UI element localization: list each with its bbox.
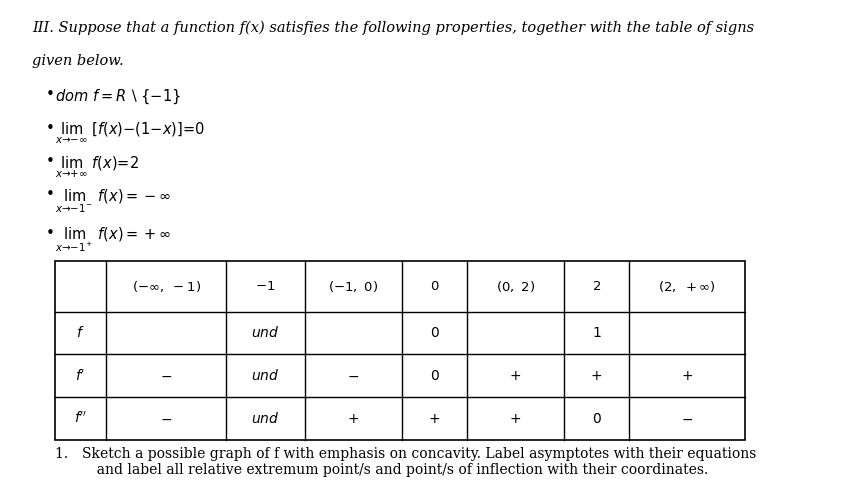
Text: $0$: $0$	[430, 280, 439, 293]
Text: $\lim_{x \to +\infty}\ f(x) = 2$: $\lim_{x \to +\infty}\ f(x) = 2$	[55, 154, 139, 180]
Text: $+$: $+$	[510, 412, 522, 426]
Text: given below.: given below.	[32, 54, 124, 68]
Text: •: •	[46, 87, 55, 102]
Text: $f$: $f$	[76, 325, 85, 340]
Text: $0$: $0$	[429, 326, 439, 340]
Text: •: •	[46, 154, 55, 169]
Text: $und$: $und$	[251, 325, 280, 340]
Text: $\lim_{x \to -1^-}\ f(x) = -\infty$: $\lim_{x \to -1^-}\ f(x) = -\infty$	[55, 187, 172, 214]
Text: $\lim_{x \to -1^+}\ f(x) = +\infty$: $\lim_{x \to -1^+}\ f(x) = +\infty$	[55, 226, 172, 254]
Text: $\lim_{x \to -\infty}\ [f(x) - (1 - x)] = 0$: $\lim_{x \to -\infty}\ [f(x) - (1 - x)] …	[55, 120, 205, 146]
Text: $(0,\ 2)$: $(0,\ 2)$	[496, 279, 535, 294]
Text: $-$: $-$	[160, 369, 172, 383]
Text: $+$: $+$	[681, 369, 693, 383]
Text: $-$: $-$	[160, 412, 172, 426]
Text: $0$: $0$	[592, 412, 601, 426]
Text: $2$: $2$	[592, 280, 601, 293]
Text: $(-\infty,\ -1)$: $(-\infty,\ -1)$	[132, 279, 201, 294]
Text: $f''$: $f''$	[74, 411, 87, 427]
Text: $+$: $+$	[428, 412, 440, 426]
Text: $(2,\ +\infty)$: $(2,\ +\infty)$	[657, 279, 716, 294]
Text: $und$: $und$	[251, 368, 280, 383]
Text: and label all relative extremum point/s and point/s of inflection with their coo: and label all relative extremum point/s …	[55, 463, 708, 477]
Text: $dom\ f = R \setminus \{-1\}$: $dom\ f = R \setminus \{-1\}$	[55, 87, 181, 106]
Text: III. Suppose that a function f(x) satisfies the following properties, together w: III. Suppose that a function f(x) satisf…	[32, 20, 754, 35]
Text: •: •	[46, 120, 55, 135]
Text: $0$: $0$	[429, 369, 439, 383]
Text: 1. Sketch a possible graph of f with emphasis on concavity. Label asymptotes wit: 1. Sketch a possible graph of f with emp…	[55, 447, 757, 461]
Text: $-$: $-$	[347, 369, 360, 383]
Text: $1$: $1$	[592, 326, 601, 340]
Text: $-1$: $-1$	[256, 280, 276, 293]
Text: $+$: $+$	[591, 369, 603, 383]
Text: $+$: $+$	[510, 369, 522, 383]
Text: $f'$: $f'$	[75, 368, 86, 384]
Text: •: •	[46, 187, 55, 202]
Text: $-$: $-$	[681, 412, 693, 426]
Text: $+$: $+$	[347, 412, 360, 426]
Text: $(-1,\ 0)$: $(-1,\ 0)$	[328, 279, 379, 294]
Bar	[55, 261, 745, 441]
Text: $und$: $und$	[251, 411, 280, 427]
Text: •: •	[46, 226, 55, 241]
